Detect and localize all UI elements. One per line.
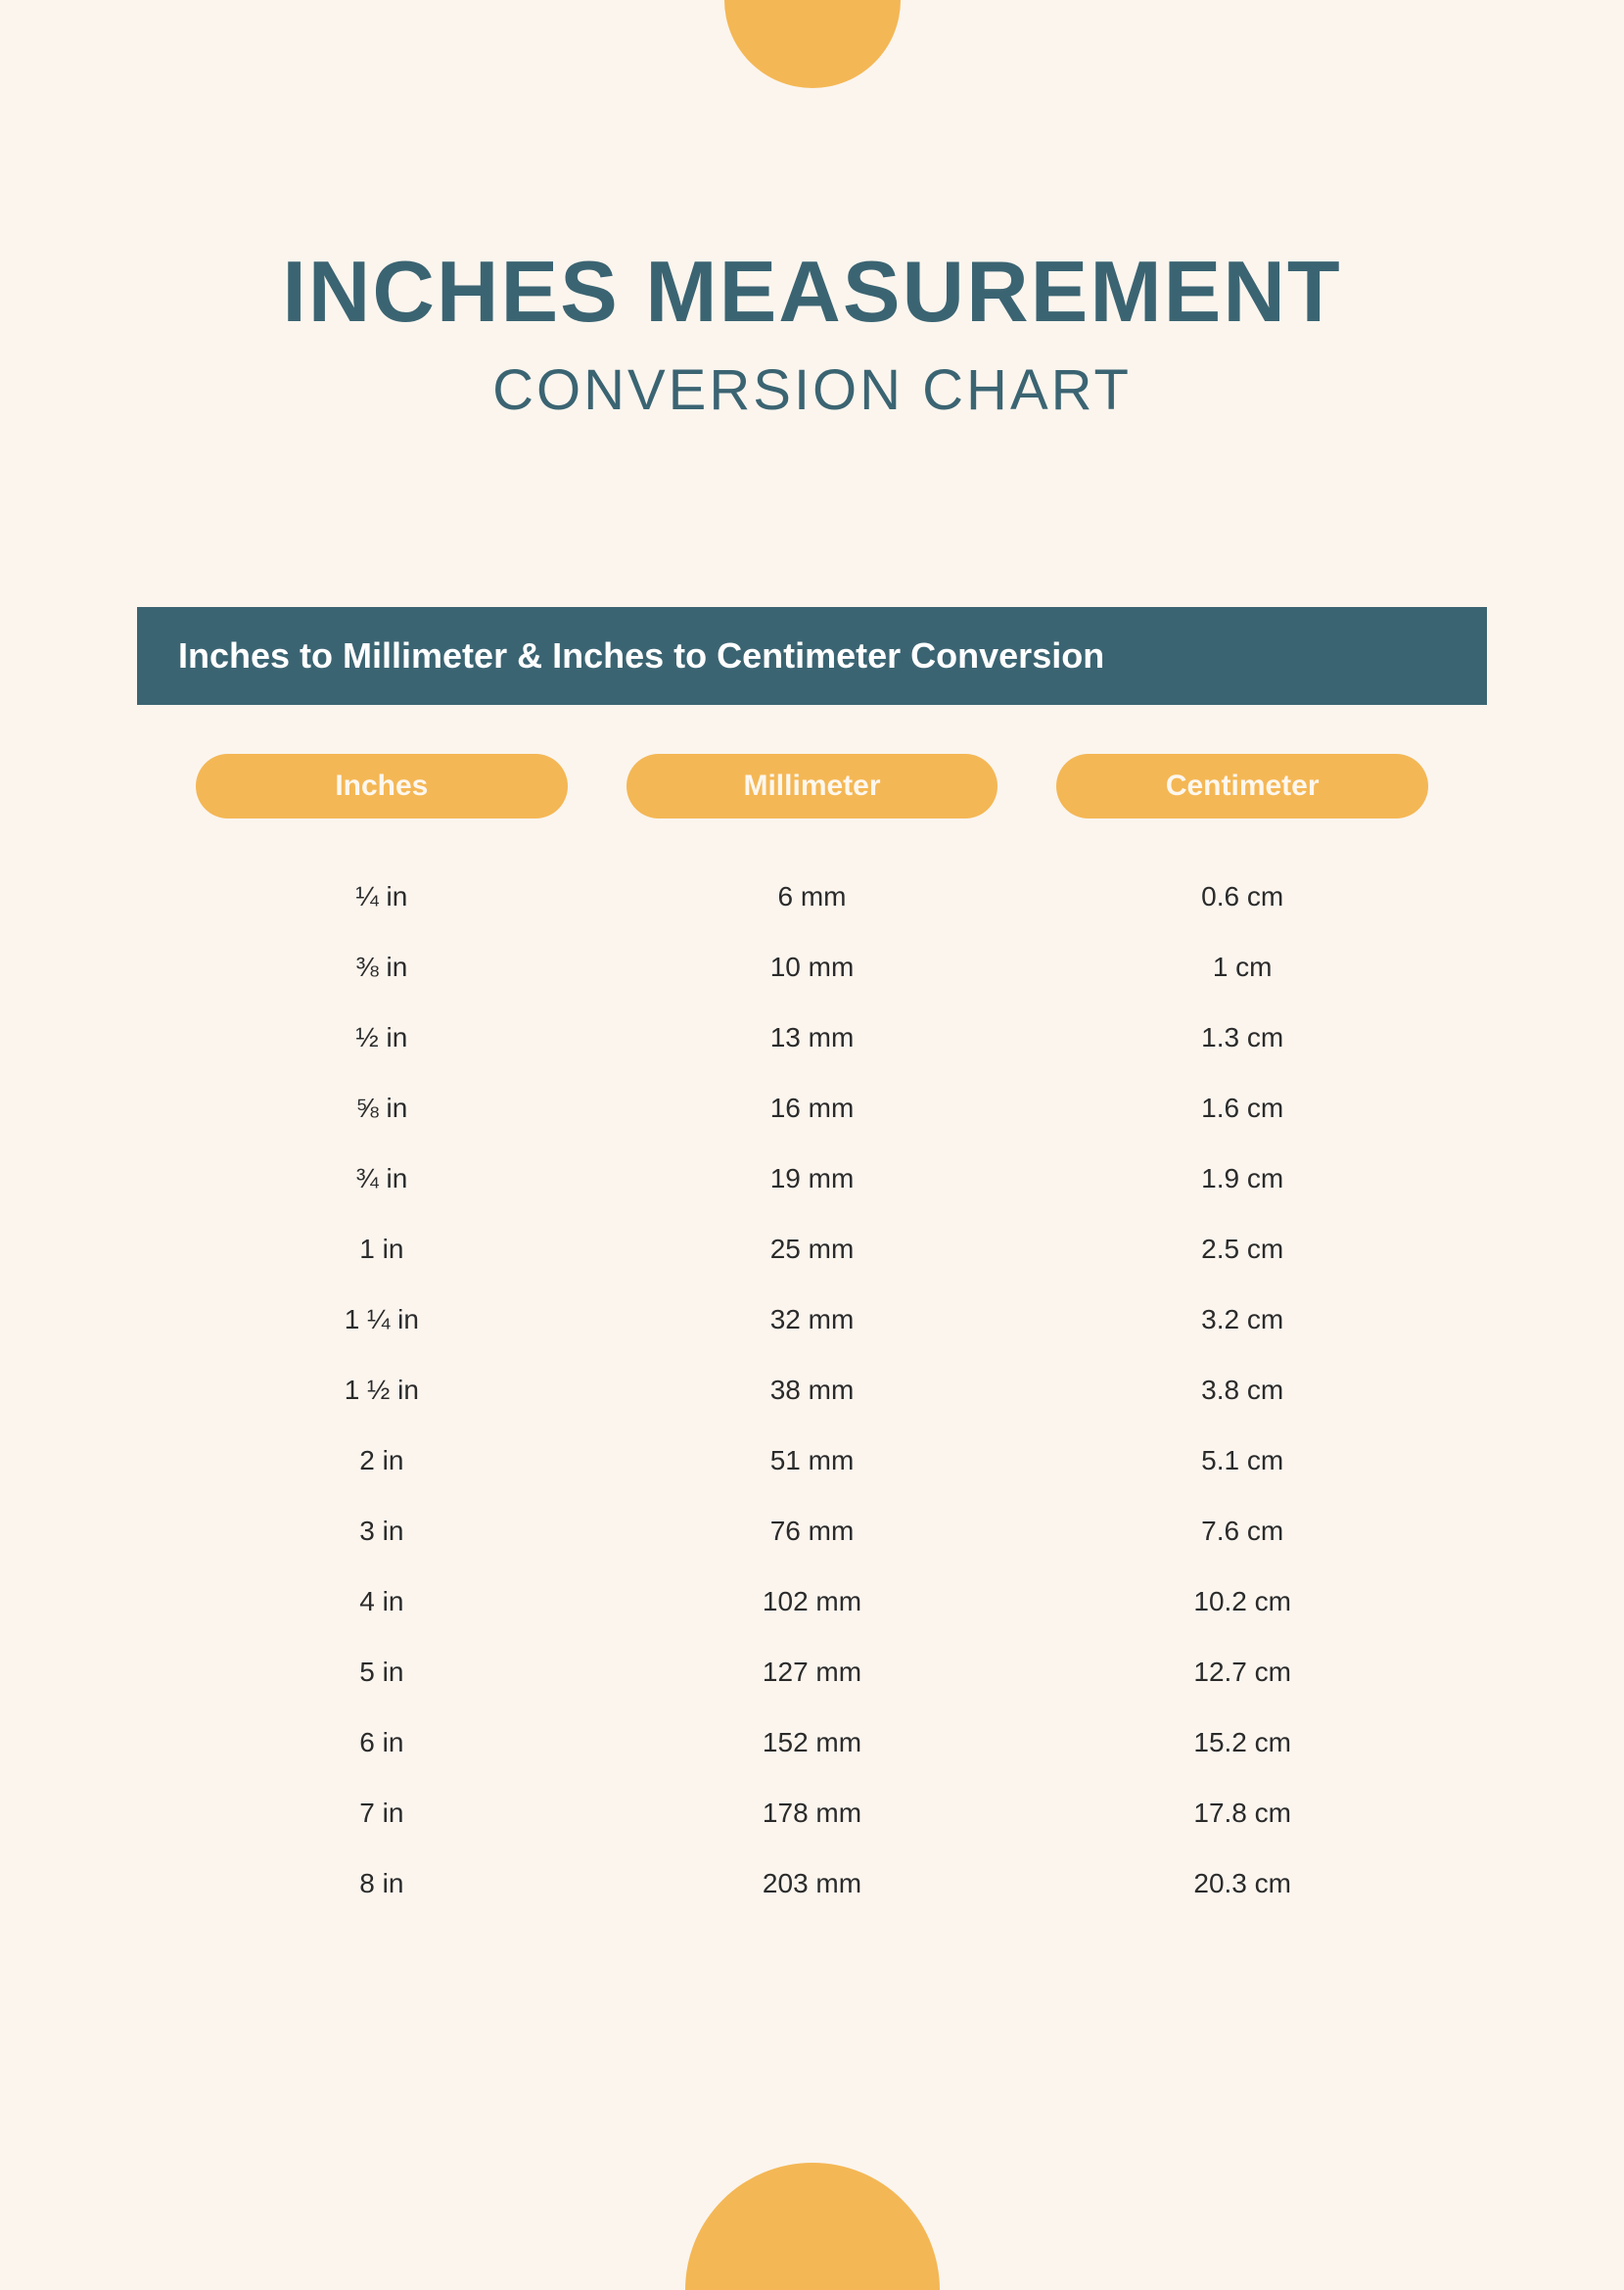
cell-mm: 38 mm bbox=[626, 1375, 998, 1406]
cell-cm: 2.5 cm bbox=[1056, 1234, 1428, 1265]
column-header-millimeter: Millimeter bbox=[626, 754, 998, 818]
cell-inches: 1 ¼ in bbox=[196, 1304, 568, 1335]
cell-mm: 13 mm bbox=[626, 1022, 998, 1053]
cell-mm: 32 mm bbox=[626, 1304, 998, 1335]
cell-cm: 20.3 cm bbox=[1056, 1868, 1428, 1899]
cell-mm: 102 mm bbox=[626, 1586, 998, 1617]
page: INCHES MEASUREMENT CONVERSION CHART Inch… bbox=[0, 0, 1624, 2290]
section-banner: Inches to Millimeter & Inches to Centime… bbox=[137, 607, 1487, 705]
table-header-row: Inches Millimeter Centimeter bbox=[196, 754, 1428, 818]
table-row: 4 in 102 mm 10.2 cm bbox=[196, 1566, 1428, 1637]
ornament-bottom-circle bbox=[685, 2163, 940, 2290]
cell-cm: 3.8 cm bbox=[1056, 1375, 1428, 1406]
table-row: 1 ¼ in 32 mm 3.2 cm bbox=[196, 1285, 1428, 1355]
cell-inches: 1 ½ in bbox=[196, 1375, 568, 1406]
cell-inches: 5 in bbox=[196, 1657, 568, 1688]
cell-cm: 12.7 cm bbox=[1056, 1657, 1428, 1688]
cell-mm: 127 mm bbox=[626, 1657, 998, 1688]
cell-cm: 15.2 cm bbox=[1056, 1727, 1428, 1758]
table-row: ¾ in 19 mm 1.9 cm bbox=[196, 1144, 1428, 1214]
cell-cm: 1.3 cm bbox=[1056, 1022, 1428, 1053]
cell-mm: 51 mm bbox=[626, 1445, 998, 1476]
cell-mm: 19 mm bbox=[626, 1163, 998, 1194]
cell-inches: 6 in bbox=[196, 1727, 568, 1758]
cell-cm: 7.6 cm bbox=[1056, 1516, 1428, 1547]
table-row: 2 in 51 mm 5.1 cm bbox=[196, 1425, 1428, 1496]
cell-mm: 6 mm bbox=[626, 881, 998, 912]
title-block: INCHES MEASUREMENT CONVERSION CHART bbox=[0, 245, 1624, 423]
cell-cm: 0.6 cm bbox=[1056, 881, 1428, 912]
cell-mm: 178 mm bbox=[626, 1798, 998, 1829]
cell-cm: 3.2 cm bbox=[1056, 1304, 1428, 1335]
section-banner-text: Inches to Millimeter & Inches to Centime… bbox=[178, 635, 1104, 677]
table-row: 7 in 178 mm 17.8 cm bbox=[196, 1778, 1428, 1848]
cell-mm: 16 mm bbox=[626, 1093, 998, 1124]
cell-cm: 1.6 cm bbox=[1056, 1093, 1428, 1124]
table-row: 1 in 25 mm 2.5 cm bbox=[196, 1214, 1428, 1285]
cell-inches: 2 in bbox=[196, 1445, 568, 1476]
table-row: 8 in 203 mm 20.3 cm bbox=[196, 1848, 1428, 1919]
cell-cm: 10.2 cm bbox=[1056, 1586, 1428, 1617]
cell-inches: ⅜ in bbox=[196, 952, 568, 983]
page-title: INCHES MEASUREMENT bbox=[0, 245, 1624, 340]
cell-inches: ¾ in bbox=[196, 1163, 568, 1194]
cell-inches: ½ in bbox=[196, 1022, 568, 1053]
cell-mm: 203 mm bbox=[626, 1868, 998, 1899]
table-row: 6 in 152 mm 15.2 cm bbox=[196, 1707, 1428, 1778]
column-header-centimeter: Centimeter bbox=[1056, 754, 1428, 818]
cell-inches: ¼ in bbox=[196, 881, 568, 912]
ornament-top-circle bbox=[724, 0, 901, 88]
page-subtitle: CONVERSION CHART bbox=[0, 357, 1624, 423]
cell-inches: 3 in bbox=[196, 1516, 568, 1547]
column-header-inches: Inches bbox=[196, 754, 568, 818]
cell-mm: 152 mm bbox=[626, 1727, 998, 1758]
table-row: 3 in 76 mm 7.6 cm bbox=[196, 1496, 1428, 1566]
cell-mm: 25 mm bbox=[626, 1234, 998, 1265]
table-row: ⅜ in 10 mm 1 cm bbox=[196, 932, 1428, 1003]
table-row: ¼ in 6 mm 0.6 cm bbox=[196, 862, 1428, 932]
cell-cm: 1 cm bbox=[1056, 952, 1428, 983]
table-body: ¼ in 6 mm 0.6 cm ⅜ in 10 mm 1 cm ½ in 13 mm 1.3 … bbox=[196, 862, 1428, 1919]
cell-cm: 17.8 cm bbox=[1056, 1798, 1428, 1829]
cell-mm: 76 mm bbox=[626, 1516, 998, 1547]
cell-cm: 1.9 cm bbox=[1056, 1163, 1428, 1194]
table-row: 1 ½ in 38 mm 3.8 cm bbox=[196, 1355, 1428, 1425]
cell-inches: ⅝ in bbox=[196, 1093, 568, 1124]
cell-cm: 5.1 cm bbox=[1056, 1445, 1428, 1476]
table-row: ⅝ in 16 mm 1.6 cm bbox=[196, 1073, 1428, 1144]
cell-inches: 8 in bbox=[196, 1868, 568, 1899]
table-row: ½ in 13 mm 1.3 cm bbox=[196, 1003, 1428, 1073]
cell-inches: 1 in bbox=[196, 1234, 568, 1265]
cell-inches: 7 in bbox=[196, 1798, 568, 1829]
cell-mm: 10 mm bbox=[626, 952, 998, 983]
cell-inches: 4 in bbox=[196, 1586, 568, 1617]
table-row: 5 in 127 mm 12.7 cm bbox=[196, 1637, 1428, 1707]
